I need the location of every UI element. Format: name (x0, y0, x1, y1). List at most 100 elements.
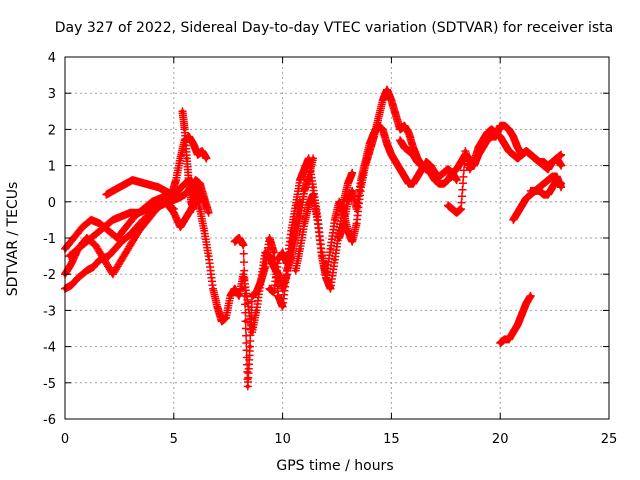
data-point (191, 207, 196, 212)
y-axis-label: SDTVAR / TECUs (5, 182, 21, 297)
data-point (376, 123, 381, 128)
data-point (302, 221, 307, 226)
data-point (182, 181, 187, 186)
data-point (93, 243, 98, 248)
data-point (184, 156, 189, 161)
data-point (276, 293, 281, 298)
data-point (289, 228, 294, 233)
data-point (319, 254, 324, 259)
data-point (454, 178, 459, 183)
series-track-11 (396, 121, 566, 188)
data-point (271, 290, 276, 295)
data-point (328, 286, 333, 291)
data-point (206, 254, 211, 259)
data-point (524, 301, 529, 306)
data-point (411, 145, 416, 150)
data-point (224, 315, 229, 320)
data-point (350, 239, 355, 244)
data-point (267, 286, 272, 291)
x-tick-label: 15 (383, 432, 400, 447)
data-point (163, 199, 168, 204)
data-point (306, 203, 311, 208)
data-point (117, 185, 122, 190)
data-point (411, 181, 416, 186)
data-point (519, 203, 524, 208)
data-point (76, 275, 81, 280)
data-point (559, 185, 564, 190)
data-point (180, 109, 185, 114)
data-point (528, 293, 533, 298)
data-point (173, 178, 178, 183)
data-point (263, 250, 268, 255)
data-point (350, 170, 355, 175)
data-point (415, 159, 420, 164)
data-point (498, 134, 503, 139)
data-point (298, 178, 303, 183)
data-point (169, 192, 174, 197)
y-tick-label: 1 (48, 160, 56, 175)
data-point (511, 330, 516, 335)
data-point (145, 217, 150, 222)
data-point (284, 272, 289, 277)
data-point (293, 203, 298, 208)
data-point (84, 239, 89, 244)
y-tick-label: -1 (43, 232, 56, 247)
data-point (519, 312, 524, 317)
data-point (502, 141, 507, 146)
data-point (106, 228, 111, 233)
data-point (189, 199, 194, 204)
data-point (389, 152, 394, 157)
data-point (210, 286, 215, 291)
data-point (533, 188, 538, 193)
data-point (202, 199, 207, 204)
data-point (69, 283, 74, 288)
data-point (97, 221, 102, 226)
data-point (315, 217, 320, 222)
data-point (254, 308, 259, 313)
data-point (454, 210, 459, 215)
data-point (489, 127, 494, 132)
data-point (128, 232, 133, 237)
data-point (337, 199, 342, 204)
y-tick-label: 4 (48, 51, 56, 66)
data-point (106, 254, 111, 259)
data-point (191, 141, 196, 146)
data-point (176, 196, 181, 201)
axis-ticks (64, 56, 610, 420)
data-point (550, 185, 555, 190)
data-point (89, 217, 94, 222)
data-point (445, 178, 450, 183)
data-point (128, 210, 133, 215)
data-point (537, 159, 542, 164)
data-point (195, 152, 200, 157)
data-point (493, 131, 498, 136)
data-point (554, 174, 559, 179)
data-point (271, 250, 276, 255)
data-point (437, 181, 442, 186)
data-point (184, 214, 189, 219)
point-markers (444, 125, 566, 217)
data-point (187, 181, 192, 186)
data-point (498, 123, 503, 128)
data-point (445, 167, 450, 172)
point-markers (496, 291, 535, 347)
data-point (143, 181, 148, 186)
data-point (380, 127, 385, 132)
data-point (119, 214, 124, 219)
series-track-15 (496, 291, 535, 347)
data-point (406, 181, 411, 186)
chart-title: Day 327 of 2022, Sidereal Day-to-day VTE… (55, 20, 613, 36)
y-tick-label: -4 (43, 341, 56, 356)
data-point (559, 163, 564, 168)
data-point (302, 188, 307, 193)
grid-lines (65, 57, 609, 419)
data-point (332, 257, 337, 262)
data-point (511, 217, 516, 222)
data-point (197, 207, 202, 212)
data-point (485, 131, 490, 136)
data-point (528, 188, 533, 193)
data-point (110, 217, 115, 222)
data-point (459, 159, 464, 164)
data-point (245, 384, 250, 389)
